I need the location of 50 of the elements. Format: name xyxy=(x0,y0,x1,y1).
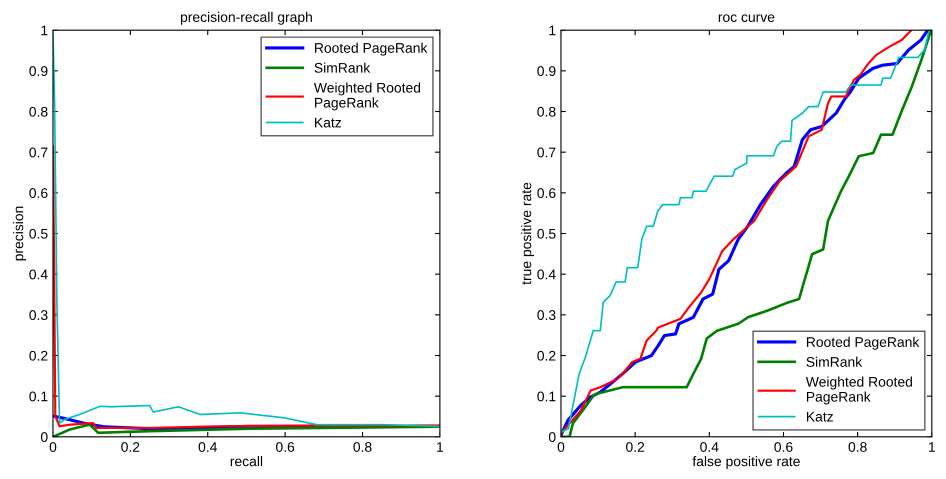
x-tick-label: 1 xyxy=(437,442,444,452)
y-tick-label: 0.4 xyxy=(537,270,556,280)
y-tick-label: 0.7 xyxy=(29,148,48,158)
y-tick-label: 0.4 xyxy=(29,270,48,280)
y-tick-label: 0.6 xyxy=(537,188,556,198)
x-tick-label: 0.8 xyxy=(848,442,867,452)
y-tick-label: 0.8 xyxy=(29,106,48,117)
y-tick-label: 0.8 xyxy=(537,106,556,117)
chart-title: roc curve xyxy=(718,14,774,22)
x-tick-label: 0.8 xyxy=(353,442,372,452)
y-tick-label: 0.6 xyxy=(29,188,48,198)
y-tick-label: 0.2 xyxy=(537,350,556,361)
x-tick-label: 0.6 xyxy=(774,442,793,452)
legend-label: Weighted Rooted PageRank xyxy=(806,376,912,404)
y-tick-label: 0.9 xyxy=(29,66,48,76)
y-tick-label: 0.1 xyxy=(29,392,48,402)
legend-label: SimRank xyxy=(314,62,370,73)
line-series xyxy=(52,33,440,428)
y-tick-label: 0 xyxy=(40,432,48,442)
x-axis-title: recall xyxy=(230,456,262,466)
chart-title: precision-recall graph xyxy=(180,12,312,25)
x-tick-label: 0.4 xyxy=(198,442,217,452)
x-tick-label: 1 xyxy=(929,442,935,452)
y-tick-label: 0.2 xyxy=(29,350,48,361)
y-tick-label: 0 xyxy=(548,432,556,442)
x-tick-label: 0.4 xyxy=(700,442,719,452)
y-tick-label: 1 xyxy=(549,26,556,36)
y-tick-label: 0.5 xyxy=(537,228,556,239)
y-axis-title: true positive rate xyxy=(521,182,534,285)
legend-label: SimRank xyxy=(806,356,862,367)
legend-label: Weighted Rooted PageRank xyxy=(314,82,420,110)
x-tick-label: 0 xyxy=(50,442,56,452)
x-tick-label: 0.6 xyxy=(276,442,294,452)
x-tick-label: 0.2 xyxy=(626,442,644,452)
legend-label: Rooted PageRank xyxy=(315,42,428,56)
y-tick-label: 0.3 xyxy=(29,310,48,320)
legend-label: Rooted PageRank xyxy=(806,336,920,350)
x-tick-label: 0.2 xyxy=(121,442,140,452)
y-tick-label: 0.3 xyxy=(537,310,556,320)
y-tick-label: 0.1 xyxy=(537,392,556,402)
y-axis-title: precision xyxy=(13,206,26,260)
y-tick-label: 0.9 xyxy=(537,66,556,76)
x-axis-title: false positive rate xyxy=(692,456,800,469)
legend-label: Katz xyxy=(806,412,833,422)
y-tick-label: 1 xyxy=(41,26,48,36)
legend-label: Katz xyxy=(315,118,341,128)
y-tick-label: 0.5 xyxy=(29,228,48,239)
y-tick-label: 0.7 xyxy=(537,148,556,158)
x-tick-label: 0 xyxy=(558,442,564,452)
line-series xyxy=(52,145,440,429)
